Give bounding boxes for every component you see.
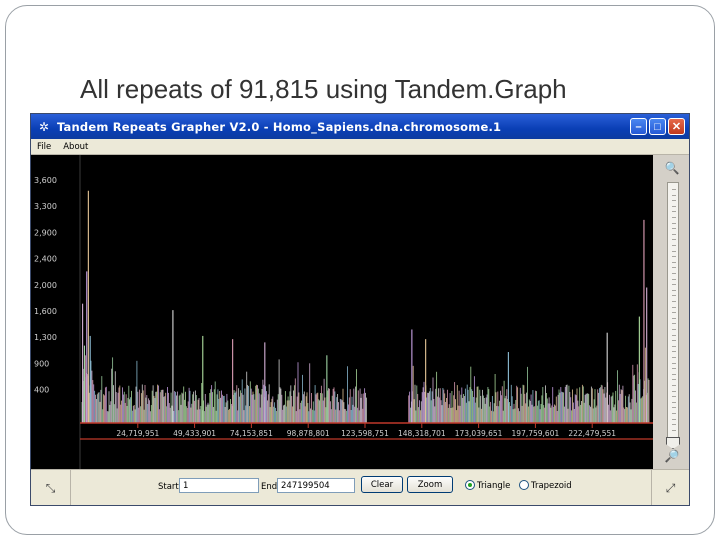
x-tick-label: 123,598,751 <box>341 429 389 438</box>
y-tick-label: 900 <box>34 359 49 368</box>
slider-tick <box>672 250 676 252</box>
trapezoid-label: Trapezoid <box>531 481 572 491</box>
end-input[interactable] <box>277 478 355 493</box>
slider-tick <box>672 413 676 414</box>
menu-about[interactable]: About <box>63 141 89 152</box>
zoom-slider-thumb[interactable] <box>666 437 680 449</box>
slider-tick <box>672 351 676 353</box>
x-tick-label: 197,759,601 <box>512 429 560 438</box>
slider-tick <box>672 424 676 426</box>
zoom-button[interactable]: Zoom <box>407 476 453 493</box>
slider-tick <box>672 385 676 386</box>
slider-tick <box>672 200 676 202</box>
y-tick-label: 2,900 <box>34 228 57 237</box>
slider-tick <box>672 317 676 319</box>
slider-tick <box>672 329 676 330</box>
slider-tick <box>672 189 676 190</box>
app-window: ✲ Tandem Repeats Grapher V2.0 - Homo_Sap… <box>30 113 690 506</box>
slider-tick <box>672 284 676 286</box>
slider-tick <box>672 301 676 302</box>
slider-tick <box>672 245 676 246</box>
slider-tick <box>672 390 676 392</box>
title-bar[interactable]: ✲ Tandem Repeats Grapher V2.0 - Homo_Sap… <box>31 114 689 139</box>
slider-tick <box>672 334 676 336</box>
slider-tick <box>672 233 676 235</box>
y-tick-label: 3,300 <box>34 202 57 211</box>
slider-tick <box>672 357 676 358</box>
slider-tick <box>672 312 676 314</box>
start-input[interactable] <box>179 478 259 493</box>
slide-title: All repeats of 91,815 using Tandem.Graph <box>80 74 567 104</box>
slider-tick <box>672 368 676 370</box>
slider-tick <box>672 239 676 241</box>
star-icon: ✲ <box>38 119 50 134</box>
slider-tick <box>672 401 676 403</box>
slider-tick <box>672 323 676 325</box>
slider-tick <box>672 373 676 375</box>
slider-tick <box>672 205 676 207</box>
zoom-out-icon[interactable]: 🔎 <box>664 449 680 463</box>
clear-button[interactable]: Clear <box>361 476 403 493</box>
resize-left-icon[interactable]: ⤡ <box>31 470 71 505</box>
slider-tick <box>672 261 676 263</box>
window-title: Tandem Repeats Grapher V2.0 - Homo_Sapie… <box>57 119 502 134</box>
y-tick-label: 3,600 <box>34 176 57 185</box>
control-bar: ⤡ Start End Clear Zoom Triangle Trapezoi… <box>31 469 689 505</box>
maximize-button[interactable]: □ <box>649 118 666 135</box>
x-tick-label: 173,039,651 <box>455 429 503 438</box>
y-tick-label: 400 <box>34 386 49 395</box>
x-tick-label: 24,719,951 <box>116 429 159 438</box>
repeat-chart[interactable]: 3,600 3,300 2,900 2,400 2,000 1,600 1,300 900 40… <box>31 155 653 469</box>
slider-tick <box>672 194 676 196</box>
slider-tick <box>672 418 676 420</box>
x-tick-label: 148,318,701 <box>398 429 446 438</box>
slider-tick <box>672 396 676 398</box>
zoom-panel: 🔍 🔎 <box>653 155 689 469</box>
end-label: End <box>261 482 278 492</box>
zoom-in-icon[interactable]: 🔍 <box>664 161 680 175</box>
slider-tick <box>672 222 676 224</box>
slider-tick <box>672 289 676 291</box>
y-tick-label: 1,300 <box>34 333 57 342</box>
zoom-slider[interactable] <box>666 182 680 449</box>
slider-tick <box>672 273 676 274</box>
slider-tick <box>672 217 676 218</box>
trapezoid-radio[interactable] <box>519 480 529 490</box>
y-tick-label: 2,400 <box>34 255 57 264</box>
slider-tick <box>672 429 676 431</box>
minimize-button[interactable]: – <box>630 118 647 135</box>
triangle-radio[interactable] <box>465 480 475 490</box>
y-tick-label: 2,000 <box>34 281 57 290</box>
x-tick-label: 49,433,901 <box>173 429 216 438</box>
slider-tick <box>672 228 676 230</box>
slider-tick <box>672 295 676 297</box>
slider-tick <box>672 306 676 308</box>
plot-area[interactable]: 3,600 3,300 2,900 2,400 2,000 1,600 1,300 900 40… <box>31 155 653 469</box>
slider-tick <box>672 379 676 381</box>
slider-tick <box>672 340 676 342</box>
triangle-label: Triangle <box>477 481 511 491</box>
slider-tick <box>672 362 676 364</box>
slider-tick <box>672 278 676 280</box>
slider-tick <box>672 345 676 347</box>
slider-tick <box>672 211 676 213</box>
x-tick-label: 74,153,851 <box>230 429 273 438</box>
x-tick-label: 222,479,551 <box>568 429 616 438</box>
menu-file[interactable]: File <box>37 141 52 152</box>
y-tick-label: 1,600 <box>34 307 57 316</box>
slider-tick <box>672 267 676 269</box>
menu-bar: File About <box>31 139 689 155</box>
close-button[interactable]: ✕ <box>668 118 685 135</box>
resize-right-icon[interactable]: ⤢ <box>651 470 689 505</box>
slider-tick <box>672 407 676 409</box>
x-tick-label: 98,878,801 <box>287 429 330 438</box>
start-label: Start <box>158 482 179 492</box>
slider-tick <box>672 256 676 258</box>
